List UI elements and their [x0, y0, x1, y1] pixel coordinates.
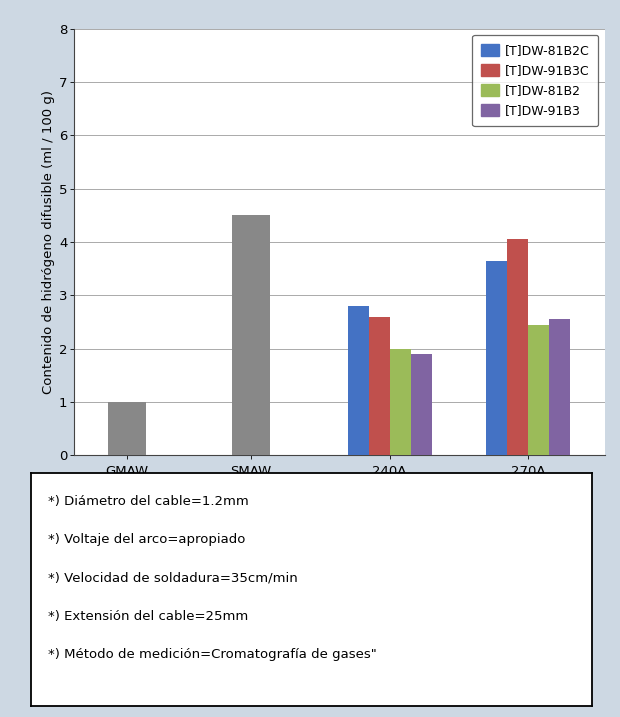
Bar — [368, 317, 389, 455]
Text: *) Velocidad de soldadura=35cm/min: *) Velocidad de soldadura=35cm/min — [48, 571, 298, 584]
Legend: [T]DW-81B2C, [T]DW-91B3C, [T]DW-81B2, [T]DW-91B3: [T]DW-81B2C, [T]DW-91B3C, [T]DW-81B2, [T… — [472, 35, 598, 126]
Bar — [389, 348, 410, 455]
Text: *) Voltaje del arco=apropiado: *) Voltaje del arco=apropiado — [48, 533, 245, 546]
Bar — [528, 325, 549, 455]
Bar — [108, 402, 146, 455]
Bar — [486, 261, 507, 455]
Text: *) Diámetro del cable=1.2mm: *) Diámetro del cable=1.2mm — [48, 495, 249, 508]
Bar — [410, 354, 432, 455]
Text: *) Extensión del cable=25mm: *) Extensión del cable=25mm — [48, 610, 248, 623]
Text: *) Método de medición=Cromatografía de gases": *) Método de medición=Cromatografía de g… — [48, 648, 376, 662]
Bar — [549, 319, 570, 455]
Bar — [348, 306, 368, 455]
Y-axis label: Contenido de hidrógeno difusible (ml / 100 g): Contenido de hidrógeno difusible (ml / 1… — [42, 90, 55, 394]
Bar — [507, 239, 528, 455]
Bar — [232, 215, 270, 455]
